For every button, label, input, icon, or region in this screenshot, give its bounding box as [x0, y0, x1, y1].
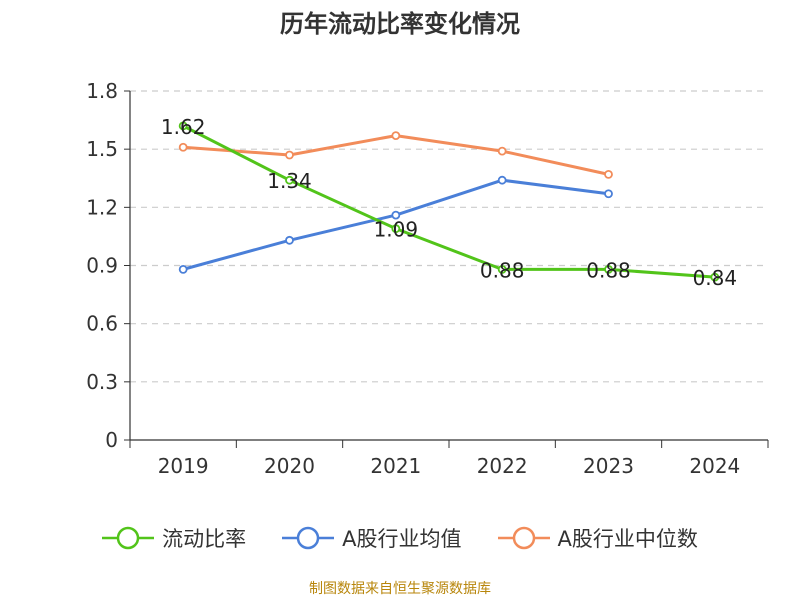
legend-item: A股行业中位数 [497, 523, 698, 553]
data-point [710, 272, 720, 282]
axes: 0 0.3 0.6 0.9 1.2 1.5 1.8 2019 2020 2021 2022 2023 2… [86, 79, 769, 478]
series-line [183, 134, 609, 176]
data-label: 0.88 [586, 258, 631, 282]
legend-item: A股行业均值 [282, 523, 462, 553]
series-lines [178, 121, 720, 282]
data-point [285, 235, 294, 245]
data-point [497, 146, 507, 156]
series-line [182, 124, 715, 279]
data-point [391, 224, 401, 234]
chart-title: 历年流动比率变化情况 [280, 10, 520, 38]
x-tick-label: 2020 [264, 454, 315, 478]
source-note: 制图数据来自恒生聚源数据库 [309, 581, 491, 597]
data-label: 1.62 [161, 115, 206, 139]
data-point [497, 264, 507, 274]
legend-label: 流动比率 [162, 527, 247, 551]
legend-swatch-icon [497, 526, 550, 550]
legend-swatch-icon [102, 526, 155, 550]
legend: 流动比率 A股行业均值 A股行业中位数 [0, 520, 800, 556]
y-tick-label: 1.2 [86, 195, 118, 219]
x-tick-label: 2019 [158, 454, 209, 478]
data-point [604, 189, 613, 199]
data-point [285, 150, 294, 160]
legend-label: A股行业中位数 [557, 527, 698, 551]
data-point [391, 131, 401, 140]
x-tick-label: 2023 [583, 454, 634, 478]
data-label: 1.34 [267, 169, 312, 193]
y-tick-label: 0 [105, 428, 118, 452]
y-tick-label: 1.5 [86, 137, 118, 161]
y-tick-label: 0.9 [86, 254, 118, 278]
x-tick-label: 2021 [370, 454, 421, 478]
data-label: 0.84 [693, 266, 738, 290]
data-point [497, 175, 507, 185]
data-point [178, 264, 188, 274]
data-point [178, 121, 188, 131]
data-point [604, 169, 613, 179]
data-point [604, 264, 613, 274]
data-point [178, 142, 188, 152]
legend-item: 流动比率 [102, 523, 246, 553]
x-tick-label: 2024 [689, 454, 740, 478]
legend-swatch-icon [282, 526, 335, 550]
data-point [391, 210, 401, 220]
x-tick-label: 2022 [477, 454, 528, 478]
y-tick-label: 0.3 [86, 370, 118, 394]
data-label: 1.09 [374, 218, 419, 242]
y-tick-label: 1.8 [86, 79, 118, 103]
gridlines [130, 90, 768, 383]
data-labels: 1.62 1.34 1.09 0.88 0.88 0.84 [161, 115, 737, 290]
data-label: 0.88 [480, 258, 525, 282]
legend-label: A股行业均值 [342, 527, 462, 551]
data-point [285, 175, 294, 185]
y-tick-label: 0.6 [86, 312, 118, 336]
